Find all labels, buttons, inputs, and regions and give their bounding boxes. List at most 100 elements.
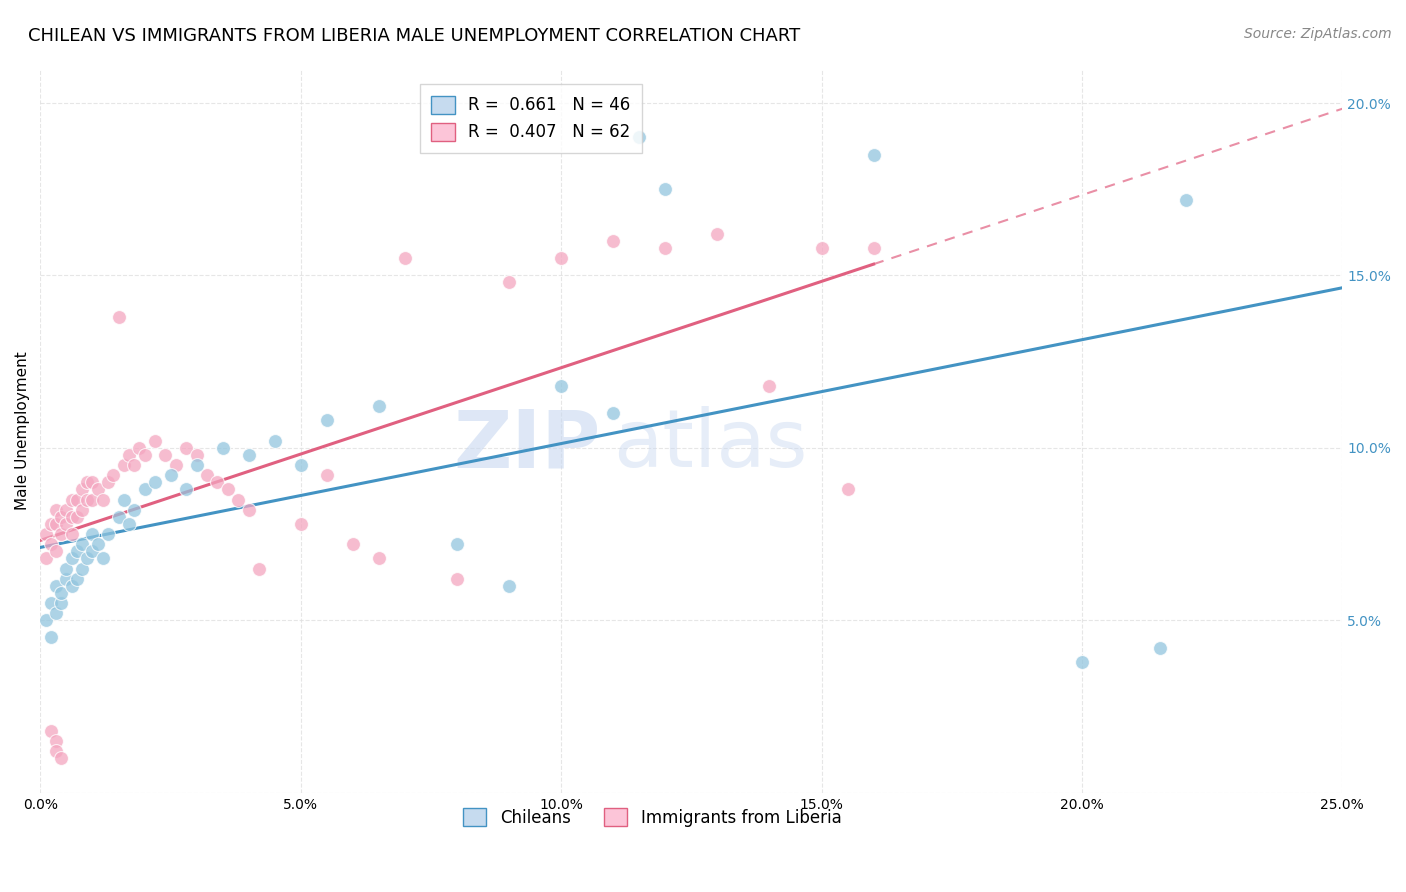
Point	[342, 537, 364, 551]
Point	[39, 516, 62, 531]
Point	[39, 537, 62, 551]
Point	[446, 537, 468, 551]
Point	[263, 434, 285, 448]
Point	[60, 527, 83, 541]
Point	[70, 482, 93, 496]
Point	[82, 544, 104, 558]
Point	[86, 482, 108, 496]
Point	[174, 482, 197, 496]
Point	[66, 509, 89, 524]
Y-axis label: Male Unemployment: Male Unemployment	[15, 351, 30, 510]
Point	[103, 468, 125, 483]
Point	[862, 147, 884, 161]
Point	[155, 448, 177, 462]
Point	[66, 572, 89, 586]
Point	[315, 413, 337, 427]
Point	[143, 434, 166, 448]
Point	[82, 475, 104, 490]
Point	[134, 448, 156, 462]
Point	[758, 378, 780, 392]
Point	[39, 631, 62, 645]
Point	[112, 458, 135, 472]
Point	[122, 503, 145, 517]
Point	[862, 241, 884, 255]
Point	[86, 537, 108, 551]
Point	[134, 482, 156, 496]
Point	[211, 441, 233, 455]
Point	[55, 572, 77, 586]
Point	[91, 492, 114, 507]
Point	[315, 468, 337, 483]
Point	[143, 475, 166, 490]
Point	[70, 537, 93, 551]
Point	[51, 527, 73, 541]
Point	[290, 516, 312, 531]
Point	[39, 723, 62, 738]
Text: Source: ZipAtlas.com: Source: ZipAtlas.com	[1244, 27, 1392, 41]
Point	[247, 561, 270, 575]
Point	[1149, 640, 1171, 655]
Point	[367, 551, 389, 566]
Point	[165, 458, 187, 472]
Point	[45, 503, 67, 517]
Point	[628, 130, 651, 145]
Point	[128, 441, 150, 455]
Point	[226, 492, 249, 507]
Point	[107, 310, 129, 324]
Point	[1175, 193, 1198, 207]
Point	[654, 241, 676, 255]
Point	[195, 468, 218, 483]
Point	[91, 551, 114, 566]
Point	[217, 482, 239, 496]
Point	[39, 596, 62, 610]
Point	[45, 607, 67, 621]
Point	[55, 561, 77, 575]
Point	[186, 458, 208, 472]
Point	[66, 492, 89, 507]
Point	[602, 234, 624, 248]
Point	[60, 579, 83, 593]
Point	[112, 492, 135, 507]
Point	[550, 378, 572, 392]
Point	[118, 448, 141, 462]
Point	[51, 585, 73, 599]
Text: atlas: atlas	[613, 406, 807, 484]
Point	[186, 448, 208, 462]
Point	[76, 551, 98, 566]
Point	[51, 509, 73, 524]
Point	[207, 475, 229, 490]
Point	[97, 527, 120, 541]
Point	[60, 551, 83, 566]
Point	[45, 579, 67, 593]
Point	[446, 572, 468, 586]
Point	[238, 503, 260, 517]
Legend: Chileans, Immigrants from Liberia: Chileans, Immigrants from Liberia	[454, 799, 849, 835]
Point	[55, 516, 77, 531]
Point	[367, 400, 389, 414]
Point	[1070, 655, 1092, 669]
Point	[51, 751, 73, 765]
Point	[174, 441, 197, 455]
Point	[76, 492, 98, 507]
Point	[159, 468, 181, 483]
Point	[60, 509, 83, 524]
Point	[810, 241, 832, 255]
Point	[394, 251, 416, 265]
Text: CHILEAN VS IMMIGRANTS FROM LIBERIA MALE UNEMPLOYMENT CORRELATION CHART: CHILEAN VS IMMIGRANTS FROM LIBERIA MALE …	[28, 27, 800, 45]
Point	[34, 551, 56, 566]
Point	[45, 544, 67, 558]
Point	[82, 492, 104, 507]
Point	[45, 744, 67, 758]
Point	[550, 251, 572, 265]
Point	[45, 734, 67, 748]
Point	[45, 516, 67, 531]
Point	[76, 475, 98, 490]
Point	[107, 509, 129, 524]
Point	[70, 561, 93, 575]
Point	[654, 182, 676, 196]
Point	[34, 613, 56, 627]
Point	[706, 227, 728, 241]
Point	[602, 406, 624, 420]
Point	[122, 458, 145, 472]
Point	[97, 475, 120, 490]
